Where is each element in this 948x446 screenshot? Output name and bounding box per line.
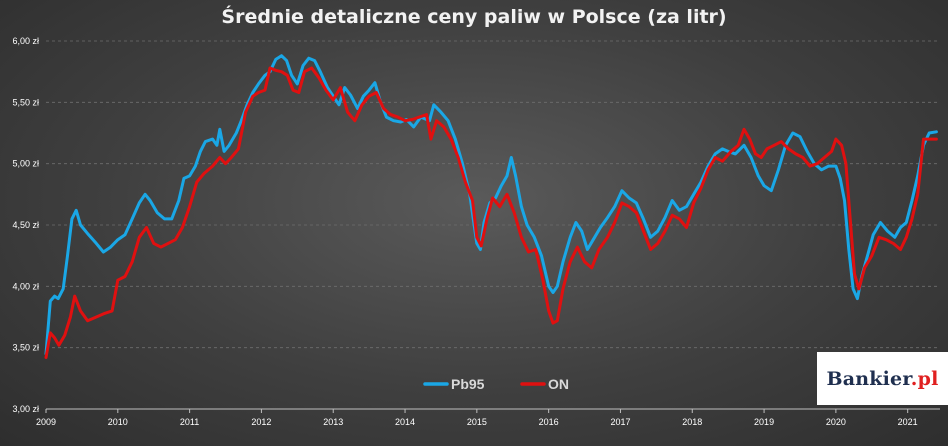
x-axis-tick-labels: 2009 2010 2011 2012 2013 2014 2015 2016 2017 2018… [36,417,918,427]
y-tick-label: 3,00 zł [12,404,39,414]
legend: Pb95 ON [423,376,569,392]
y-tick-label: 6,00 zł [12,36,39,46]
logo-brand: Bankier [826,367,911,390]
y-tick-label: 5,50 zł [12,97,39,107]
bankier-logo: Bankier.pl [817,352,948,405]
x-tick-label: 2019 [754,417,774,427]
axes [45,408,940,413]
grid-lines [46,40,940,349]
y-tick-label: 5,00 zł [12,159,39,169]
series-line-on [44,66,938,359]
legend-label-on: ON [548,376,569,392]
x-tick-label: 2020 [826,417,846,427]
x-tick-label: 2013 [323,417,343,427]
x-tick-label: 2012 [251,417,271,427]
x-tick-label: 2010 [108,417,128,427]
x-tick-label: 2021 [898,417,918,427]
x-tick-label: 2018 [682,417,702,427]
x-tick-label: 2009 [36,417,56,427]
logo-tld: .pl [910,367,939,390]
y-tick-label: 4,00 zł [12,281,39,291]
x-tick-label: 2017 [610,417,630,427]
x-tick-label: 2011 [180,417,199,427]
y-tick-label: 4,50 zł [12,220,39,230]
series-lines [44,54,938,359]
bankier-logo-text: Bankier.pl [826,368,938,390]
x-tick-label: 2016 [539,417,559,427]
legend-label-pb95: Pb95 [451,376,485,392]
y-tick-label: 3,50 zł [12,343,39,353]
x-tick-label: 2014 [395,417,415,427]
series-line-pb95 [44,54,938,356]
y-axis-tick-labels: 3,00 zł 3,50 zł 4,00 zł 4,50 zł 5,00 zł 5,50 … [12,36,39,414]
x-tick-label: 2015 [467,417,487,427]
chart-title: Średnie detaliczne ceny paliw w Polsce (… [221,6,727,28]
